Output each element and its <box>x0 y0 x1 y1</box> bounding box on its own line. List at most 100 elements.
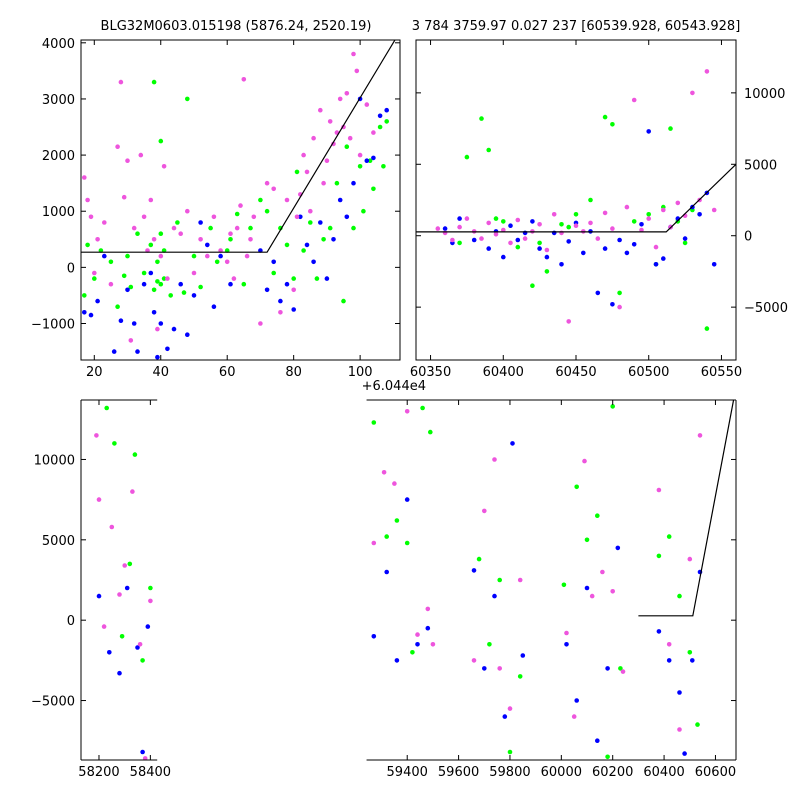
data-point <box>615 545 621 551</box>
data-point <box>507 749 513 755</box>
data-point <box>158 253 164 259</box>
data-point <box>677 690 682 695</box>
x-tick-label: 60500 <box>628 365 669 380</box>
data-point <box>151 237 157 242</box>
data-point <box>479 116 484 121</box>
data-point <box>381 470 387 475</box>
data-point <box>258 321 263 326</box>
data-point <box>264 180 270 186</box>
data-point <box>617 290 622 296</box>
data-point <box>704 326 710 331</box>
data-point <box>191 293 197 298</box>
data-point <box>457 224 462 230</box>
data-point <box>308 220 313 225</box>
data-point <box>559 262 564 267</box>
data-point <box>271 270 277 276</box>
data-point <box>617 237 622 243</box>
data-point <box>544 247 550 253</box>
data-point <box>371 130 376 135</box>
data-point <box>124 585 130 591</box>
data-point <box>211 214 217 220</box>
data-point <box>515 217 521 223</box>
data-point <box>517 577 523 583</box>
data-point <box>666 534 672 539</box>
data-point <box>85 242 90 248</box>
data-point <box>564 630 569 636</box>
data-point <box>457 240 462 246</box>
data-point <box>228 281 233 287</box>
data-point <box>631 219 637 224</box>
x-tick-label: 60 <box>219 365 236 380</box>
data-point <box>234 211 240 217</box>
data-point <box>178 281 183 287</box>
data-point <box>351 225 356 231</box>
data-point <box>278 310 283 315</box>
data-point <box>148 598 153 604</box>
data-point <box>104 405 109 411</box>
data-point <box>112 441 117 446</box>
data-point <box>271 259 277 265</box>
data-point <box>351 180 356 186</box>
data-point <box>148 585 153 591</box>
data-point <box>668 126 673 131</box>
data-point <box>559 222 564 227</box>
data-point <box>573 212 579 217</box>
data-point <box>140 658 145 663</box>
data-point <box>165 346 170 352</box>
data-point <box>493 216 499 221</box>
data-point <box>304 242 310 248</box>
data-point <box>605 666 610 671</box>
data-point <box>559 230 564 236</box>
y-tick-label: 1000 <box>42 205 75 220</box>
data-point <box>605 754 610 760</box>
y-tick-label: −1000 <box>31 318 75 333</box>
data-point <box>544 254 550 260</box>
data-point <box>284 281 290 287</box>
data-point <box>161 164 167 169</box>
data-point <box>125 158 130 163</box>
data-point <box>501 219 506 224</box>
data-point <box>135 349 140 354</box>
data-point <box>371 634 377 639</box>
data-point <box>471 568 477 573</box>
data-point <box>666 658 672 663</box>
data-point <box>117 670 122 676</box>
data-point <box>130 489 135 494</box>
x-tick-label: 60400 <box>643 765 684 780</box>
data-point <box>301 152 306 158</box>
data-point <box>115 144 120 149</box>
data-point <box>371 186 376 192</box>
data-point <box>341 298 346 304</box>
data-point <box>135 231 140 236</box>
data-point <box>377 113 383 119</box>
data-point <box>331 237 336 242</box>
data-point <box>107 650 112 655</box>
data-point <box>141 281 147 287</box>
data-point <box>589 593 595 599</box>
data-point <box>646 129 651 134</box>
data-point <box>151 310 157 315</box>
panel-top-left: BLG32M0603.015198 (5876.24, 2520.19) 20 40… <box>31 19 426 394</box>
data-point <box>544 269 550 274</box>
data-point <box>314 276 320 281</box>
data-point <box>377 124 383 130</box>
data-point <box>211 304 217 310</box>
data-point <box>486 220 492 226</box>
x-tick-label: 60000 <box>541 765 582 780</box>
data-point <box>595 513 600 518</box>
data-point <box>371 155 376 161</box>
data-points <box>82 51 390 360</box>
model-line <box>416 163 736 233</box>
data-point <box>602 210 608 216</box>
data-point <box>574 484 579 490</box>
data-point <box>155 326 160 332</box>
data-point <box>497 666 503 671</box>
data-point <box>610 226 615 231</box>
data-point <box>581 250 586 256</box>
data-point <box>582 458 587 464</box>
data-point <box>334 180 340 186</box>
data-point <box>415 632 420 637</box>
data-point <box>291 307 297 312</box>
data-point <box>278 298 283 304</box>
data-point <box>677 727 682 732</box>
